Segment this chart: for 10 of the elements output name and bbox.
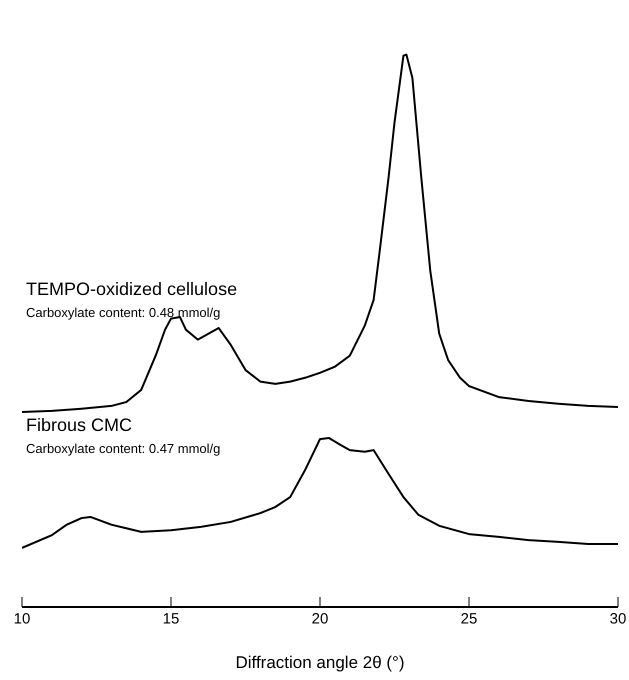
annotation: Carboxylate content: 0.47 mmol/g [26,441,220,456]
x-tick-label: 25 [460,610,478,628]
annotation: Carboxylate content: 0.48 mmol/g [26,305,220,320]
x-axis-title: Diffraction angle 2θ (°) [235,653,405,672]
x-tick-label: 30 [610,610,626,628]
x-tick-label: 10 [14,610,30,628]
annotation: Fibrous CMC [26,415,132,436]
annotation: TEMPO-oxidized cellulose [26,279,238,300]
x-tick-label: 20 [312,610,328,628]
x-tick-label: 15 [162,610,180,628]
